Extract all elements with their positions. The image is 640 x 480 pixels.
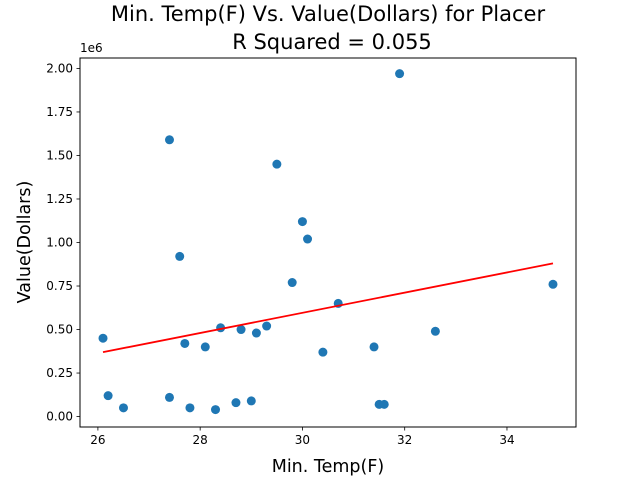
regression-line-group: [102, 262, 554, 354]
y-tick-label: 1.25: [46, 192, 73, 206]
chart-title: Min. Temp(F) Vs. Value(Dollars) for Plac…: [111, 2, 546, 26]
data-point: [251, 328, 261, 338]
data-point: [98, 333, 108, 343]
data-points: [98, 69, 558, 415]
data-point: [430, 326, 440, 336]
data-point: [236, 325, 246, 335]
data-point: [297, 217, 307, 227]
y-axis-label: Value(Dollars): [15, 181, 35, 304]
data-point: [185, 403, 195, 413]
data-point: [369, 342, 379, 352]
y-tick-label: 0.50: [46, 323, 73, 337]
y-tick-label: 1.00: [46, 236, 73, 250]
x-tick-label: 34: [499, 433, 514, 447]
data-point: [200, 342, 210, 352]
y-tick-label: 0.75: [46, 279, 73, 293]
x-tick-label: 28: [193, 433, 208, 447]
data-point: [175, 251, 185, 261]
data-point: [379, 399, 389, 409]
x-tick-label: 30: [295, 433, 310, 447]
chart-subtitle: R Squared = 0.055: [232, 30, 432, 54]
y-axis-ticks: 0.00 0.25 0.50 0.75 1.00 1.25 1.50 1.75 2.00: [46, 61, 80, 424]
data-point: [103, 391, 113, 401]
y-tick-label: 0.25: [46, 366, 73, 380]
y-offset-label: 1e6: [80, 41, 103, 55]
data-point: [303, 234, 313, 244]
data-point: [272, 159, 282, 169]
data-point: [262, 321, 272, 331]
data-point: [211, 405, 221, 415]
x-axis-ticks: 26 28 30 32 34: [90, 427, 515, 447]
x-axis-label: Min. Temp(F): [272, 457, 385, 477]
data-point: [287, 278, 297, 288]
regression-line: [102, 262, 554, 354]
x-tick-label: 32: [397, 433, 412, 447]
y-tick-label: 1.75: [46, 105, 73, 119]
y-tick-label: 1.50: [46, 148, 73, 162]
data-point: [246, 396, 256, 406]
data-point: [548, 279, 558, 289]
x-tick-label: 26: [90, 433, 105, 447]
data-point: [180, 338, 190, 348]
data-point: [118, 403, 128, 413]
data-point: [164, 392, 174, 402]
y-tick-label: 0.00: [46, 410, 73, 424]
y-tick-label: 2.00: [46, 61, 73, 75]
data-point: [164, 135, 174, 145]
data-point: [318, 347, 328, 357]
data-point: [231, 398, 241, 408]
plot-frame: [79, 57, 577, 428]
data-point: [395, 69, 405, 79]
